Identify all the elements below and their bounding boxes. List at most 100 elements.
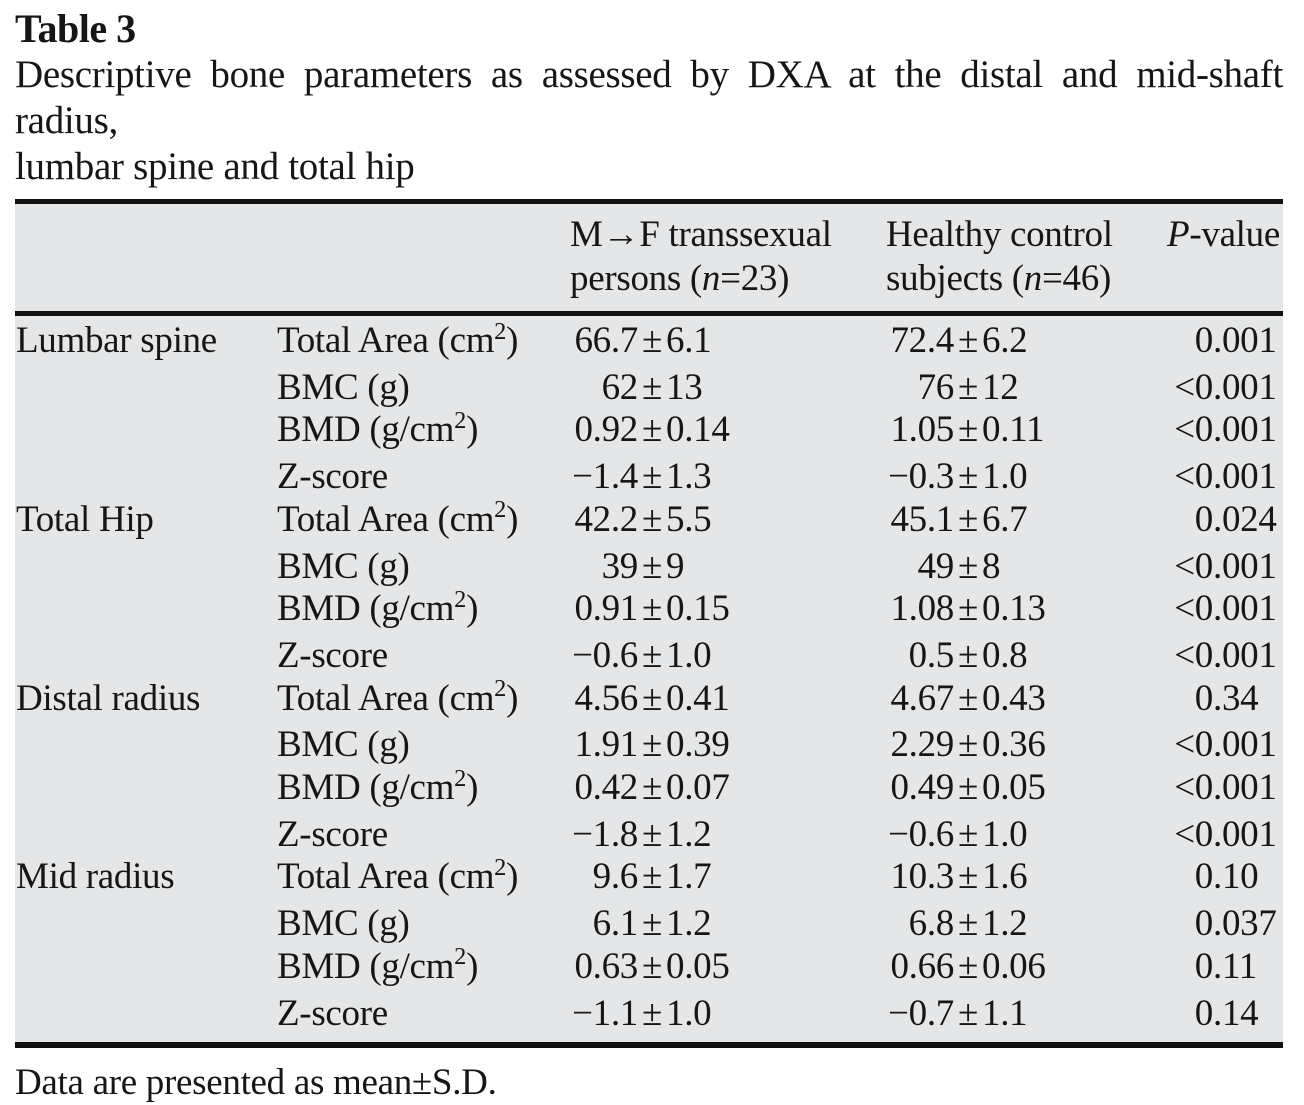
p-value-integer-part: 0 — [1194, 992, 1214, 1034]
p-value: <0.001 — [1160, 456, 1283, 499]
parameter-label: BMC (g) — [277, 903, 410, 945]
p-value: <0.001 — [1160, 546, 1283, 589]
mean-value: 0.66 — [890, 945, 954, 987]
group1-value: −1.4 ±1.3 — [570, 456, 886, 499]
sd-value: 0.8 — [982, 634, 1028, 676]
group1-value: −0.6 ±1.0 — [570, 635, 886, 678]
parameter-label: Z-score — [277, 992, 388, 1034]
parameter-label: BMD (g/cm2) — [277, 406, 479, 451]
sd-value: 0.39 — [666, 724, 730, 766]
mean-value: −1.8 — [572, 813, 638, 855]
parameter-label: BMD (g/cm2) — [277, 585, 479, 630]
parameter-label: Z-score — [277, 634, 388, 676]
p-value-fraction-part: .11 — [1213, 945, 1257, 987]
table-row: BMC (g) 6.1 ±1.2 6.8 ±1.2 0.037 — [15, 903, 1283, 946]
mean-value: 1.05 — [890, 409, 954, 451]
plus-minus-sign: ± — [642, 767, 663, 809]
group2-header-line2: subjects (n=46) — [886, 258, 1111, 299]
p-value-integer-part: 0 — [1194, 945, 1214, 987]
parameter-label: BMC (g) — [277, 545, 410, 587]
sd-value: 1.3 — [666, 456, 712, 498]
sd-value: 1.0 — [666, 992, 712, 1034]
italic-n: n — [1023, 258, 1043, 299]
plus-minus-sign: ± — [642, 545, 663, 587]
plus-minus-sign: ± — [642, 903, 663, 945]
table-row: Total Hip Total Area (cm2) 42.2 ±5.5 45.1 ±6.… — [15, 496, 1283, 546]
plus-minus-sign: ± — [958, 724, 979, 766]
parameter-label: BMC (g) — [277, 366, 410, 408]
plus-minus-sign: ± — [642, 634, 663, 676]
table-row: Distal radius Total Area (cm2) 4.56 ±0.41 4.… — [15, 675, 1283, 725]
p-value: 0.10 — [1160, 856, 1283, 899]
mean-value: 0.91 — [574, 588, 638, 630]
p-value: <0.001 — [1160, 724, 1283, 767]
group2-value: 1.08 ±0.13 — [886, 588, 1160, 631]
table-row: Z-score −0.6 ±1.0 0.5 ±0.8 <0.001 — [15, 635, 1283, 678]
superscript-2: 2 — [454, 764, 467, 792]
p-value-fraction-part: .001 — [1213, 456, 1277, 498]
table-row: BMD (g/cm2) 0.42 ±0.07 0.49 ±0.05 <0.001 — [15, 764, 1283, 814]
caption-line-1: Descriptive bone parameters as assessed … — [15, 53, 1283, 142]
italic-p: P — [1167, 214, 1190, 255]
plus-minus-sign: ± — [958, 634, 979, 676]
group2-header-line1: Healthy control — [886, 214, 1113, 255]
region-label: Distal radius — [16, 677, 201, 719]
parameter-label: BMC (g) — [277, 724, 410, 766]
group2-value: 76 ±12 — [886, 367, 1160, 410]
sd-value: 6.1 — [666, 320, 712, 361]
sd-value: 13 — [666, 366, 703, 408]
group1-value: 42.2 ±5.5 — [570, 499, 886, 542]
superscript-2: 2 — [454, 943, 467, 971]
group2-value: 0.49 ±0.05 — [886, 767, 1160, 810]
table-row: BMD (g/cm2) 0.92 ±0.14 1.05 ±0.11 <0.001 — [15, 406, 1283, 456]
plus-minus-sign: ± — [958, 856, 979, 898]
column-header-group1: M→F transsexual persons (n=23) — [570, 213, 886, 301]
group2-value: 0.5 ±0.8 — [886, 635, 1160, 678]
sd-value: 0.07 — [666, 767, 730, 809]
plus-minus-sign: ± — [958, 945, 979, 987]
p-value-fraction-part: .001 — [1213, 724, 1277, 766]
region-label: Total Hip — [16, 498, 154, 540]
plus-minus-sign: ± — [958, 767, 979, 809]
column-header-group2: Healthy control subjects (n=46) — [886, 213, 1160, 301]
plus-minus-sign: ± — [642, 945, 663, 987]
sd-value: 1.0 — [666, 634, 712, 676]
sd-value: 0.06 — [982, 945, 1046, 987]
mean-value: 4.67 — [890, 677, 954, 719]
sd-value: 6.7 — [982, 498, 1028, 540]
mean-value: 62 — [601, 366, 639, 408]
mean-value: −1.4 — [572, 456, 638, 498]
plus-minus-sign: ± — [642, 320, 663, 361]
p-value: <0.001 — [1160, 588, 1283, 631]
superscript-2: 2 — [454, 406, 467, 434]
p-value-integer-part: <0 — [1174, 813, 1213, 855]
group1-header-line2: persons (n=23) — [570, 258, 790, 299]
table-row: BMC (g) 62 ±13 76 ±12 <0.001 — [15, 367, 1283, 410]
group1-value: 1.91 ±0.39 — [570, 724, 886, 767]
table-row: Mid radius Total Area (cm2) 9.6 ±1.7 10.3 ±1.… — [15, 854, 1283, 903]
plus-minus-sign: ± — [958, 813, 979, 855]
table-row: Lumbar spine Total Area (cm2) 66.7 ±6.1 72.4… — [15, 318, 1283, 367]
table-header: M→F transsexual persons (n=23) Healthy c… — [15, 204, 1283, 316]
parameter-label: Z-score — [277, 813, 388, 855]
group2-value: −0.6 ±1.0 — [886, 814, 1160, 857]
sd-value: 1.2 — [666, 813, 712, 855]
group2-value: 49 ±8 — [886, 546, 1160, 589]
mean-value: 0.42 — [574, 767, 638, 809]
superscript-2: 2 — [494, 496, 507, 524]
group2-value: 1.05 ±0.11 — [886, 409, 1160, 452]
sd-value: 1.2 — [982, 903, 1028, 945]
mean-value: 0.63 — [574, 945, 638, 987]
sd-value: 8 — [982, 545, 1001, 587]
group1-value: 9.6 ±1.7 — [570, 856, 886, 899]
group1-value: 39 ±9 — [570, 546, 886, 589]
p-value: 0.037 — [1160, 903, 1283, 946]
p-value-integer-part: 0 — [1194, 498, 1214, 540]
p-value-integer-part: 0 — [1194, 677, 1214, 719]
sd-value: 0.11 — [982, 409, 1045, 451]
p-value-integer-part: <0 — [1174, 634, 1213, 676]
mean-value: 10.3 — [890, 856, 954, 898]
sd-value: 5.5 — [666, 498, 712, 540]
p-value-integer-part: 0 — [1194, 903, 1214, 945]
p-value-fraction-part: .001 — [1213, 813, 1277, 855]
